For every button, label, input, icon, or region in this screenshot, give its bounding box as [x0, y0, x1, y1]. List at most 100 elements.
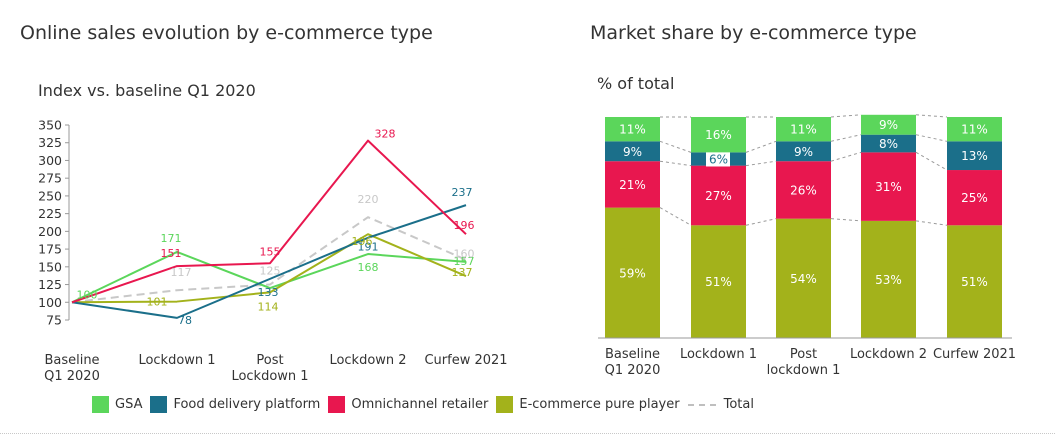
y-tick-label: 75	[46, 313, 62, 328]
bar-segment-food-delivery-platform	[947, 141, 1002, 171]
legend-label-omnichannel: Omnichannel retailer	[351, 397, 489, 412]
legend-item-pure-player: E-commerce pure player	[496, 396, 680, 413]
x-tick-label: Q1 2020	[44, 369, 100, 384]
bar-chart-subtitle: % of total	[597, 74, 675, 93]
x-tick-label: Lockdown 1	[231, 369, 308, 384]
bar-segment-food-delivery-platform	[605, 141, 660, 162]
data-label-total: 117	[171, 266, 192, 279]
bar-label-e-commerce-pure-player: 59%	[619, 266, 646, 280]
connector-line	[915, 114, 948, 118]
bar-label-omnichannel-retailer: 21%	[619, 178, 646, 192]
y-tick-label: 125	[38, 277, 62, 292]
bar-segment-gsa	[691, 117, 746, 153]
bar-label-e-commerce-pure-player: 53%	[875, 273, 902, 287]
bar-label-gsa: 9%	[879, 118, 898, 132]
bar-segment-e-commerce-pure-player	[776, 218, 831, 338]
x-tick-label: Post	[256, 353, 283, 368]
legend: GSA Food delivery platform Omnichannel r…	[92, 396, 762, 413]
bar-chart-title: Market share by e-commerce type	[590, 22, 917, 44]
connector-line	[830, 114, 862, 118]
bar-category-label: Lockdown 2	[850, 347, 927, 362]
connector-line	[830, 218, 862, 222]
connector-line	[915, 220, 948, 226]
bar-segment-gsa	[605, 117, 660, 142]
data-label-omnichannel-retailer: 328	[375, 128, 396, 141]
connector-line	[830, 151, 862, 162]
bar-segment-omnichannel-retailer	[605, 161, 660, 208]
line-chart-title: Online sales evolution by e-commerce typ…	[20, 22, 433, 44]
bar-label-food-delivery-platform: 9%	[794, 145, 813, 159]
connector-line	[659, 140, 692, 153]
series-line-omnichannel-retailer	[71, 139, 467, 304]
y-tick-label: 200	[38, 224, 62, 239]
legend-label-total: Total	[723, 397, 754, 412]
data-label-total: 160	[454, 248, 475, 261]
series-line-food-delivery-platform	[71, 204, 467, 319]
data-label-omnichannel-retailer: 196	[454, 219, 475, 232]
legend-swatch-omnichannel	[328, 396, 346, 413]
bar-label-omnichannel-retailer: 26%	[790, 183, 817, 197]
bar-category-label: Baseline	[605, 347, 660, 362]
bar-label-food-delivery-platform: 8%	[879, 137, 898, 151]
data-label-gsa: 168	[358, 261, 379, 274]
connector-line	[745, 160, 777, 167]
y-tick-label: 350	[38, 118, 62, 133]
connector-line	[745, 218, 777, 226]
bar-segment-e-commerce-pure-player	[691, 225, 746, 338]
bar-label-food-delivery-platform: 9%	[623, 145, 642, 159]
legend-label-pure-player: E-commerce pure player	[519, 397, 680, 412]
connector-line	[915, 151, 948, 171]
x-tick-label: Lockdown 1	[138, 353, 215, 368]
y-tick-label: 325	[38, 135, 62, 150]
legend-label-gsa: GSA	[115, 397, 143, 412]
bar-label-omnichannel-retailer: 25%	[961, 191, 988, 205]
data-label-e-commerce-pure-player: 114	[258, 300, 279, 313]
bar-label-e-commerce-pure-player: 51%	[705, 275, 732, 289]
y-tick-label: 250	[38, 188, 62, 203]
data-label-omnichannel-retailer: 151	[161, 247, 182, 260]
bar-label-e-commerce-pure-player: 51%	[961, 275, 988, 289]
bar-label-food-delivery-platform: 6%	[709, 152, 728, 166]
data-label-omnichannel-retailer: 155	[260, 245, 281, 258]
connector-line	[830, 134, 862, 142]
x-tick-label: Curfew 2021	[424, 353, 507, 368]
connector-line	[659, 160, 692, 167]
bar-segment-omnichannel-retailer	[691, 165, 746, 226]
bar-label-food-delivery-platform: 13%	[961, 149, 988, 163]
connector-line	[659, 207, 692, 226]
data-label-gsa: 171	[161, 232, 182, 245]
legend-swatch-gsa	[92, 396, 109, 413]
bar-segment-gsa	[776, 117, 831, 142]
bar-category-label: lockdown 1	[767, 363, 841, 378]
bar-label-gsa: 11%	[961, 123, 988, 137]
line-chart-subtitle: Index vs. baseline Q1 2020	[38, 81, 256, 100]
label-backdrop	[706, 150, 730, 167]
bar-segment-omnichannel-retailer	[776, 161, 831, 219]
data-label-gsa: 100	[77, 288, 98, 301]
bar-label-gsa: 16%	[705, 128, 732, 142]
data-label-food-delivery-platform: 191	[358, 241, 379, 254]
bar-label-omnichannel-retailer: 31%	[875, 180, 902, 194]
bar-segment-e-commerce-pure-player	[605, 207, 660, 338]
bar-label-gsa: 11%	[619, 123, 646, 137]
legend-label-food-delivery: Food delivery platform	[173, 397, 321, 412]
bar-category-label: Curfew 2021	[933, 347, 1016, 362]
bar-label-omnichannel-retailer: 27%	[705, 189, 732, 203]
connector-line	[915, 134, 948, 142]
y-tick-label: 150	[38, 259, 62, 274]
series-line-gsa	[71, 250, 467, 304]
x-tick-label: Lockdown 2	[329, 353, 406, 368]
y-tick-label: 175	[38, 242, 62, 257]
bar-segment-food-delivery-platform	[861, 134, 916, 153]
y-tick-label: 225	[38, 206, 62, 221]
bar-segment-e-commerce-pure-player	[861, 220, 916, 338]
data-label-e-commerce-pure-player: 196	[352, 235, 373, 248]
y-tick-label: 100	[38, 295, 62, 310]
bar-category-label: Q1 2020	[605, 363, 661, 378]
bar-label-e-commerce-pure-player: 54%	[790, 272, 817, 286]
connector-line	[745, 140, 777, 153]
data-label-total: 220	[358, 193, 379, 206]
y-tick-label: 275	[38, 171, 62, 186]
bar-segment-gsa	[861, 114, 916, 135]
